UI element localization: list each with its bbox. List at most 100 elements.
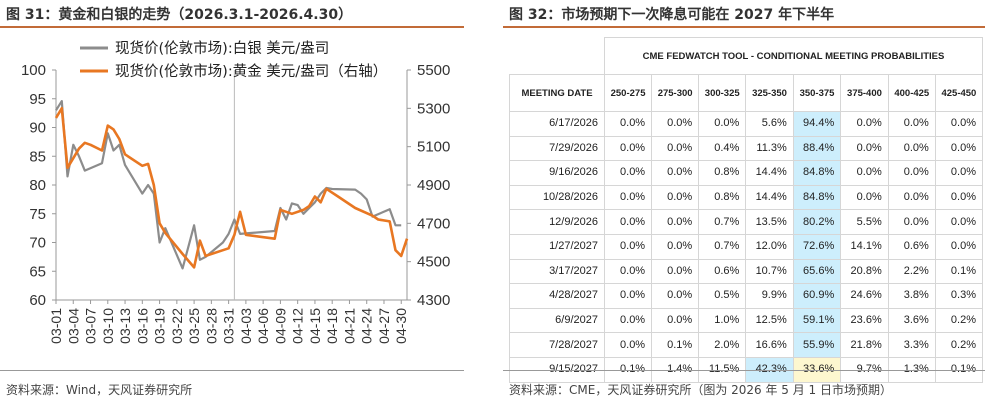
x-tick-label: 03-28 — [203, 308, 219, 344]
probability-cell: 14.1% — [840, 233, 889, 260]
probability-cell: 0.0% — [934, 233, 984, 260]
right-source: 资料来源：CME，天风证券研究所（图为 2026 年 5 月 1 日市场预期） — [509, 383, 893, 397]
right-y-tick-label: 5300 — [417, 100, 450, 117]
probability-cell: 5.5% — [840, 209, 889, 235]
probability-cell: 0.0% — [934, 184, 984, 211]
right-y-tick-label: 4900 — [417, 177, 450, 194]
probability-cell: 0.0% — [603, 258, 653, 285]
left-y-tick-label: 90 — [29, 120, 46, 137]
gold-silver-line-chart: 100 95 90 85 80 75 70 65 60 5500 5300 5100 4900 4700 4… — [21, 40, 450, 344]
column-header-range: 375-400 — [840, 74, 889, 112]
probability-cell: 0.0% — [651, 160, 700, 186]
meeting-date-cell: 9/16/2026 — [509, 160, 605, 186]
meeting-date-cell: 7/29/2026 — [509, 135, 605, 162]
left-y-tick-label: 65 — [29, 263, 46, 280]
probability-cell: 0.0% — [603, 332, 653, 358]
probability-cell: 0.1% — [934, 356, 984, 383]
probability-cell: 0.0% — [603, 283, 653, 309]
probability-cell: 0.0% — [887, 135, 936, 162]
meeting-date-cell: 7/28/2027 — [509, 332, 605, 358]
gold-price-line — [54, 107, 409, 269]
table-row: 4/28/2027 0.0% 0.0% 0.5% 9.9% 60.9% 24.6% 3.8% 0… — [509, 283, 984, 309]
meeting-date-cell: 1/27/2027 — [509, 233, 605, 260]
probability-cell: 0.0% — [603, 111, 653, 137]
fedwatch-table: CME FEDWATCH TOOL - CONDITIONAL MEETING … — [509, 37, 984, 383]
probability-cell: 0.0% — [840, 111, 889, 137]
probability-cell: 0.0% — [651, 135, 700, 162]
probability-cell: 0.0% — [887, 209, 936, 235]
table-row: 6/9/2027 0.0% 0.0% 1.0% 12.5% 59.1% 23.6% 3.6% 0… — [509, 307, 984, 334]
probability-cell: 0.7% — [698, 209, 747, 235]
left-source-rule — [0, 370, 464, 371]
probability-cell: 0.0% — [887, 160, 936, 186]
probability-cell: 9.9% — [745, 283, 794, 309]
x-tick-label: 03-31 — [221, 308, 237, 344]
probability-cell: 1.4% — [651, 356, 700, 383]
probability-cell: 0.0% — [934, 135, 984, 162]
probability-cell: 0.0% — [651, 233, 700, 260]
x-tick-label: 03-10 — [100, 308, 116, 344]
fedwatch-table-panel: CME FEDWATCH TOOL - CONDITIONAL MEETING … — [509, 37, 984, 383]
probability-cell: 94.4% — [792, 111, 842, 137]
right-source-rule — [503, 370, 985, 371]
probability-cell: 21.8% — [840, 332, 889, 358]
left-y-tick-label: 95 — [29, 91, 46, 108]
probability-cell: 0.0% — [887, 184, 936, 211]
silver-price-line — [55, 100, 402, 270]
right-y-tick-label: 4700 — [417, 215, 450, 232]
probability-cell: 33.6% — [792, 356, 842, 383]
x-tick-label: 04-03 — [238, 308, 254, 344]
x-tick-label: 03-19 — [152, 308, 168, 344]
x-tick-label: 04-21 — [341, 308, 357, 344]
column-header-range: 250-275 — [603, 74, 653, 112]
probability-cell: 88.4% — [792, 135, 842, 162]
left-y-tick-label: 100 — [21, 62, 46, 79]
table-row: 3/17/2027 0.0% 0.0% 0.6% 10.7% 65.6% 20.8% 2.2%… — [509, 258, 984, 285]
column-header-range: 275-300 — [651, 74, 700, 112]
probability-cell: 24.6% — [840, 283, 889, 309]
probability-cell: 0.0% — [698, 111, 747, 137]
column-header-range: 325-350 — [745, 74, 794, 112]
probability-cell: 0.7% — [698, 233, 747, 260]
column-header-range: 425-450 — [934, 74, 984, 112]
probability-cell: 3.3% — [887, 332, 936, 358]
left-title-rule — [0, 26, 464, 28]
probability-cell: 0.0% — [603, 233, 653, 260]
x-tick-label: 03-22 — [169, 308, 185, 344]
probability-cell: 65.6% — [792, 258, 842, 285]
left-y-tick-label: 80 — [29, 177, 46, 194]
probability-cell: 0.5% — [698, 283, 747, 309]
meeting-date-cell: 10/28/2026 — [509, 184, 605, 211]
probability-cell: 0.6% — [698, 258, 747, 285]
probability-cell: 14.4% — [745, 160, 794, 186]
legend-silver-label: 现货价(伦敦市场):白银 美元/盎司 — [115, 40, 329, 57]
x-tick-label: 04-24 — [359, 308, 375, 344]
meeting-date-cell: 6/17/2026 — [509, 111, 605, 137]
x-tick-label: 04-18 — [324, 308, 340, 344]
table-row: 12/9/2026 0.0% 0.0% 0.7% 13.5% 80.2% 5.5% 0.0% 0… — [509, 209, 984, 235]
probability-cell: 0.2% — [934, 307, 984, 334]
probability-cell: 1.0% — [698, 307, 747, 334]
probability-cell: 0.0% — [651, 283, 700, 309]
x-tick-label: 03-13 — [117, 308, 133, 344]
probability-cell: 0.1% — [603, 356, 653, 383]
probability-cell: 84.8% — [792, 160, 842, 186]
probability-cell: 1.3% — [887, 356, 936, 383]
probability-cell: 11.3% — [745, 135, 794, 162]
probability-cell: 0.0% — [651, 209, 700, 235]
probability-cell: 0.0% — [603, 307, 653, 334]
probability-cell: 0.6% — [887, 233, 936, 260]
table-blank-corner — [509, 37, 605, 75]
probability-cell: 0.0% — [651, 111, 700, 137]
table-row: 9/16/2026 0.0% 0.0% 0.8% 14.4% 84.8% 0.0% 0.0% 0… — [509, 160, 984, 186]
probability-cell: 0.0% — [651, 258, 700, 285]
right-figure-title: 图 32：市场预期下一次降息可能在 2027 年下半年 — [509, 7, 835, 23]
left-y-tick-label: 70 — [29, 235, 46, 252]
meeting-date-cell: 12/9/2026 — [509, 209, 605, 235]
probability-cell: 0.2% — [934, 332, 984, 358]
probability-cell: 0.0% — [840, 184, 889, 211]
probability-cell: 12.5% — [745, 307, 794, 334]
x-tick-label: 04-27 — [376, 308, 392, 344]
table-title: CME FEDWATCH TOOL - CONDITIONAL MEETING … — [604, 37, 983, 75]
probability-cell: 0.0% — [934, 209, 984, 235]
